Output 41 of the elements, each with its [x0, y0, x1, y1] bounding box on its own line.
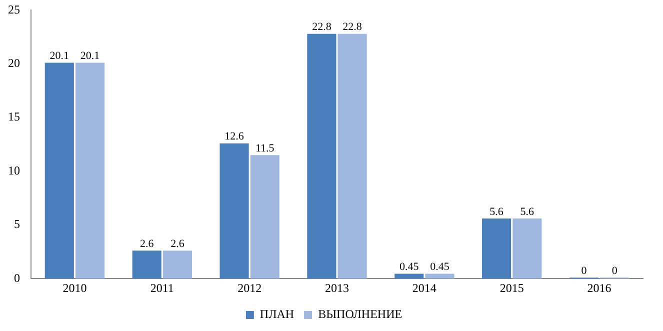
data-label: 20.1: [50, 50, 70, 62]
x-tick-label: 2016: [587, 280, 612, 295]
x-tick-label: 2010: [62, 280, 87, 295]
bar: [512, 218, 542, 279]
y-tick-label: 20: [8, 56, 20, 70]
y-tick-label: 0: [14, 270, 20, 285]
x-tick-label: 2013: [325, 280, 349, 295]
bar: [307, 34, 336, 279]
bar: [338, 34, 367, 279]
data-label: 0: [581, 264, 588, 277]
bar: [220, 143, 249, 279]
x-tick-label: 2011: [150, 280, 174, 295]
x-tick-label: 2015: [500, 280, 524, 295]
data-label: 20.1: [80, 50, 100, 62]
bar: [75, 62, 105, 279]
bar: [250, 155, 280, 279]
data-label: 12.6: [224, 130, 244, 143]
data-label: 2.6: [140, 238, 154, 250]
data-label: 22.8: [312, 21, 332, 34]
bar: [162, 250, 192, 279]
data-label: 5.6: [520, 206, 535, 218]
bar: [132, 250, 162, 279]
y-tick-label: 5: [14, 217, 20, 232]
data-label: 0.45: [400, 261, 420, 274]
bar: [44, 62, 74, 279]
data-label: 22.8: [342, 21, 362, 34]
x-tick-label: 2012: [238, 280, 262, 295]
y-tick-label: 10: [8, 163, 20, 178]
data-label: 0.45: [430, 261, 450, 274]
y-tick-label: 25: [8, 2, 20, 16]
bar: [425, 274, 454, 279]
bar: [482, 218, 512, 279]
legend-label: ПЛАН: [260, 307, 294, 322]
bar: [394, 274, 424, 279]
y-tick-label: 15: [8, 110, 20, 124]
data-label: 11.5: [255, 142, 275, 155]
legend-label: ВЫПОЛНЕНИЕ: [318, 307, 402, 322]
data-label: 0: [612, 264, 618, 277]
data-label: 5.6: [490, 206, 504, 218]
x-tick-label: 2014: [412, 280, 436, 295]
data-label: 2.6: [170, 238, 185, 250]
